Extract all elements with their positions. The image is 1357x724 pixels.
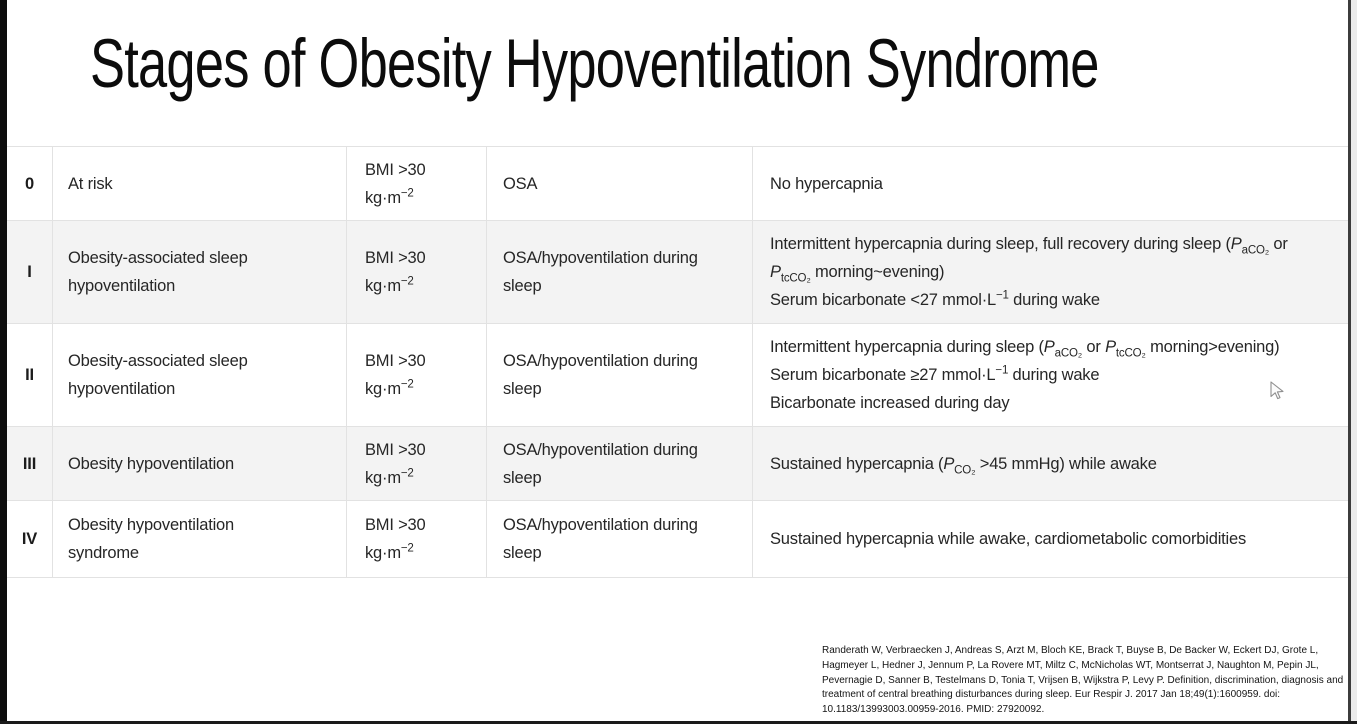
cell-bmi-text: BMI >30 kg·m−2 [365, 249, 426, 295]
cell-osa: OSA/hypoventilation during sleep [487, 427, 753, 500]
cell-details: Sustained hypercapnia (PCO₂ >45 mmHg) wh… [753, 427, 1348, 500]
cell-stage: 0 [7, 147, 53, 220]
cell-description: At risk [53, 147, 347, 220]
cell-bmi-text: BMI >30 kg·m−2 [365, 440, 426, 487]
cell-stage: II [7, 324, 53, 426]
cell-osa-text: OSA/hypoventilation during sleep [503, 516, 698, 562]
cell-stage-text: IV [21, 530, 38, 548]
cell-bmi-text: BMI >30 kg·m−2 [365, 516, 426, 562]
cell-osa-text: OSA [503, 174, 538, 193]
cell-osa: OSA [487, 147, 753, 220]
cell-osa-text: OSA/hypoventilation during sleep [503, 440, 698, 487]
table-row: IV Obesity hypoventilation syndrome BMI >30… [7, 501, 1348, 578]
cell-details: Sustained hypercapnia while awake, cardi… [753, 501, 1348, 577]
slide-right-edge-line [1348, 0, 1351, 724]
cell-stage: IV [7, 501, 53, 577]
cell-stage: III [7, 427, 53, 500]
cell-details-text: Sustained hypercapnia (PCO₂ >45 mmHg) wh… [770, 454, 1157, 476]
cell-stage-text: II [25, 366, 34, 384]
table-row: II Obesity-associated sleep hypoventilatio… [7, 324, 1348, 427]
citation-text: Randerath W, Verbraecken J, Andreas S, A… [822, 645, 1344, 716]
cell-description-text: Obesity hypoventilation [68, 454, 234, 473]
cell-osa: OSA/hypoventilation during sleep [487, 221, 753, 323]
cell-stage-text: I [27, 263, 32, 281]
cell-details-text: Intermittent hypercapnia during sleep (P… [770, 338, 1280, 412]
mouse-cursor-icon [1270, 381, 1284, 400]
cell-description-text: Obesity-associated sleep hypoventilation [68, 352, 248, 398]
cell-description-text: At risk [68, 174, 113, 193]
cell-details: No hypercapnia [753, 147, 1348, 220]
slide-left-edge-bar [0, 0, 7, 724]
cell-stage-text: 0 [25, 174, 34, 193]
cell-osa-text: OSA/hypoventilation during sleep [503, 249, 698, 295]
cell-details: Intermittent hypercapnia during sleep, f… [753, 221, 1348, 323]
cell-bmi: BMI >30 kg·m−2 [347, 147, 487, 220]
cell-details: Intermittent hypercapnia during sleep (P… [753, 324, 1348, 426]
table-row: I Obesity-associated sleep hypoventilation… [7, 221, 1348, 324]
slide-title: Stages of Obesity Hypoventilation Syndro… [90, 25, 1099, 102]
cell-osa: OSA/hypoventilation during sleep [487, 501, 753, 577]
cell-description: Obesity-associated sleep hypoventilation [53, 324, 347, 426]
slide-right-edge-gutter [1351, 0, 1357, 724]
cell-details-text: No hypercapnia [770, 174, 883, 193]
cell-bmi: BMI >30 kg·m−2 [347, 324, 487, 426]
cell-bmi: BMI >30 kg·m−2 [347, 501, 487, 577]
cell-bmi: BMI >30 kg·m−2 [347, 221, 487, 323]
cell-bmi-text: BMI >30 kg·m−2 [365, 352, 426, 398]
cell-details-text: Sustained hypercapnia while awake, cardi… [770, 530, 1247, 548]
cell-details-text: Intermittent hypercapnia during sleep, f… [770, 235, 1288, 309]
cell-stage-text: III [22, 454, 37, 473]
cell-osa: OSA/hypoventilation during sleep [487, 324, 753, 426]
table-row: 0 At risk BMI >30 kg·m−2 OSA No hypercapnia [7, 147, 1348, 221]
table-row: III Obesity hypoventilation BMI >30 kg·m−2 O… [7, 427, 1348, 501]
slide-bottom-edge-bar [0, 721, 1357, 724]
cell-osa-text: OSA/hypoventilation during sleep [503, 352, 698, 398]
cell-stage: I [7, 221, 53, 323]
cell-description: Obesity hypoventilation [53, 427, 347, 500]
cell-description: Obesity-associated sleep hypoventilation [53, 221, 347, 323]
cell-bmi: BMI >30 kg·m−2 [347, 427, 487, 500]
cell-description-text: Obesity-associated sleep hypoventilation [68, 249, 248, 295]
stages-table: 0 At risk BMI >30 kg·m−2 OSA No hypercapnia I O… [7, 146, 1348, 578]
cell-bmi-text: BMI >30 kg·m−2 [365, 160, 426, 207]
cell-description-text: Obesity hypoventilation syndrome [68, 516, 234, 562]
cell-description: Obesity hypoventilation syndrome [53, 501, 347, 577]
